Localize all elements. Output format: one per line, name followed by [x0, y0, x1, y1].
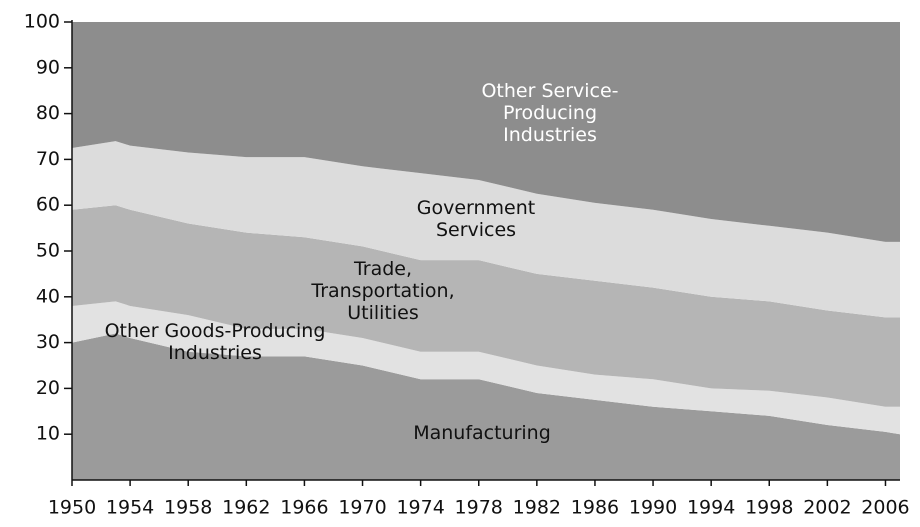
- y-tick-label: 50: [36, 240, 60, 262]
- y-tick-label: 100: [24, 11, 60, 33]
- series-label: Trade, Transportation, Utilities: [311, 258, 455, 324]
- x-tick-label: 1954: [106, 497, 154, 519]
- series-label: Other Service-Producing Industries: [481, 80, 619, 146]
- area: [72, 301, 900, 435]
- area: [72, 22, 900, 242]
- y-tick-label: 70: [36, 148, 60, 170]
- series-label: Other Goods-Producing Industries: [104, 320, 326, 364]
- area: [72, 205, 900, 407]
- y-tick-label: 40: [36, 285, 60, 307]
- x-tick-label: 1994: [687, 497, 735, 519]
- x-tick-label: 1958: [164, 497, 212, 519]
- y-tick-label: 60: [36, 194, 60, 216]
- series-label: Manufacturing: [413, 422, 551, 444]
- x-tick-label: 1962: [222, 497, 270, 519]
- x-tick-label: 1974: [396, 497, 444, 519]
- y-tick-label: 30: [36, 331, 60, 353]
- y-tick-label: 80: [36, 102, 60, 124]
- x-tick-label: 1970: [338, 497, 386, 519]
- x-tick-label: 2002: [803, 497, 851, 519]
- y-tick-label: 90: [36, 56, 60, 78]
- x-tick-label: 1966: [280, 497, 328, 519]
- series-label: Government Services: [416, 197, 536, 241]
- x-tick-label: 1998: [745, 497, 793, 519]
- y-tick-label: 10: [36, 423, 60, 445]
- x-tick-label: 2006: [861, 497, 909, 519]
- x-tick-label: 1982: [513, 497, 561, 519]
- area: [72, 333, 900, 480]
- x-tick-label: 1950: [48, 497, 96, 519]
- x-tick-label: 1990: [629, 497, 677, 519]
- x-tick-label: 1986: [571, 497, 619, 519]
- x-tick-label: 1978: [455, 497, 503, 519]
- area: [72, 141, 900, 318]
- y-tick-label: 20: [36, 377, 60, 399]
